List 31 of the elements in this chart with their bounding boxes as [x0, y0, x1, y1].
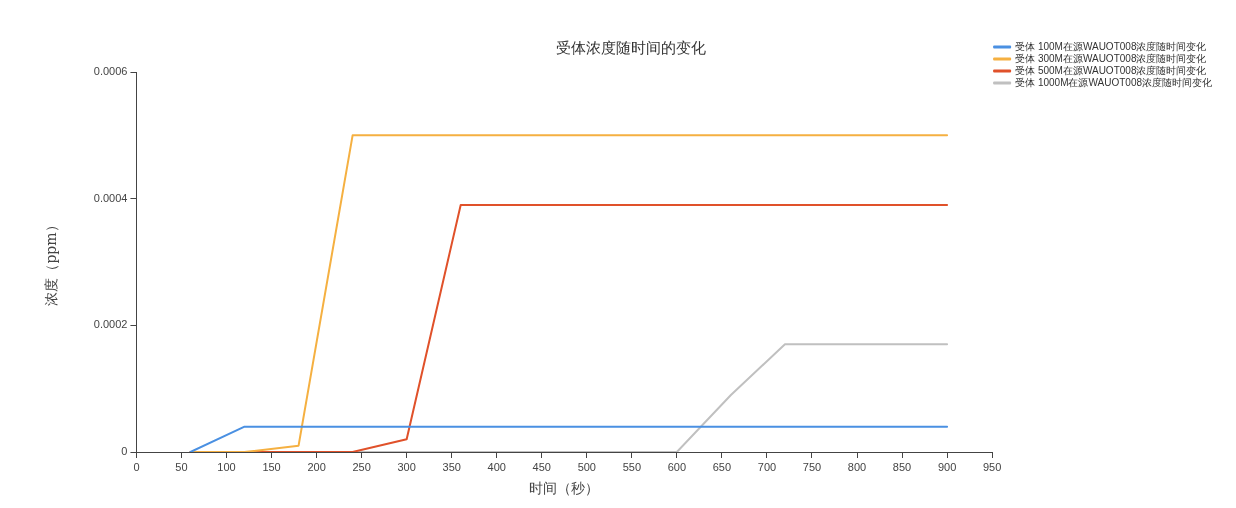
x-tick-label: 450 [532, 460, 551, 473]
x-tick-label: 150 [262, 460, 281, 473]
x-tick-label: 550 [622, 460, 642, 473]
x-tick-label: 850 [892, 460, 912, 473]
x-tick-label: 0 [133, 460, 140, 473]
legend-label: 受体 1000M在源WAUOT008浓度随时间变化 [1015, 76, 1213, 88]
x-tick-label: 50 [175, 460, 188, 473]
x-tick-label: 350 [442, 460, 461, 473]
x-tick-label: 600 [667, 460, 687, 473]
x-tick-label: 300 [397, 460, 416, 473]
x-tick-label: 500 [577, 460, 596, 473]
x-tick-label: 900 [937, 460, 957, 473]
y-tick-label: 0.0004 [93, 191, 128, 204]
legend-label: 受体 100M在源WAUOT008浓度随时间变化 [1015, 40, 1207, 52]
x-tick-label: 700 [757, 460, 777, 473]
y-tick-label: 0 [121, 445, 128, 458]
chart-title: 受体浓度随时间的变化 [556, 39, 706, 57]
y-tick-label: 0.0006 [93, 65, 128, 78]
x-tick-label: 950 [982, 460, 1002, 473]
legend-label: 受体 500M在源WAUOT008浓度随时间变化 [1015, 64, 1207, 76]
x-tick-label: 800 [847, 460, 867, 473]
x-tick-label: 400 [487, 460, 506, 473]
legend-label: 受体 300M在源WAUOT008浓度随时间变化 [1015, 52, 1207, 64]
x-tick-label: 750 [802, 460, 822, 473]
x-tick-label: 250 [352, 460, 371, 473]
x-tick-label: 100 [217, 460, 236, 473]
y-tick-label: 0.0002 [93, 318, 128, 331]
x-tick-label: 650 [712, 460, 732, 473]
x-axis-title: 时间（秒） [529, 480, 600, 497]
y-axis-title: 浓度（ppm） [43, 218, 60, 306]
x-tick-label: 200 [307, 460, 326, 473]
